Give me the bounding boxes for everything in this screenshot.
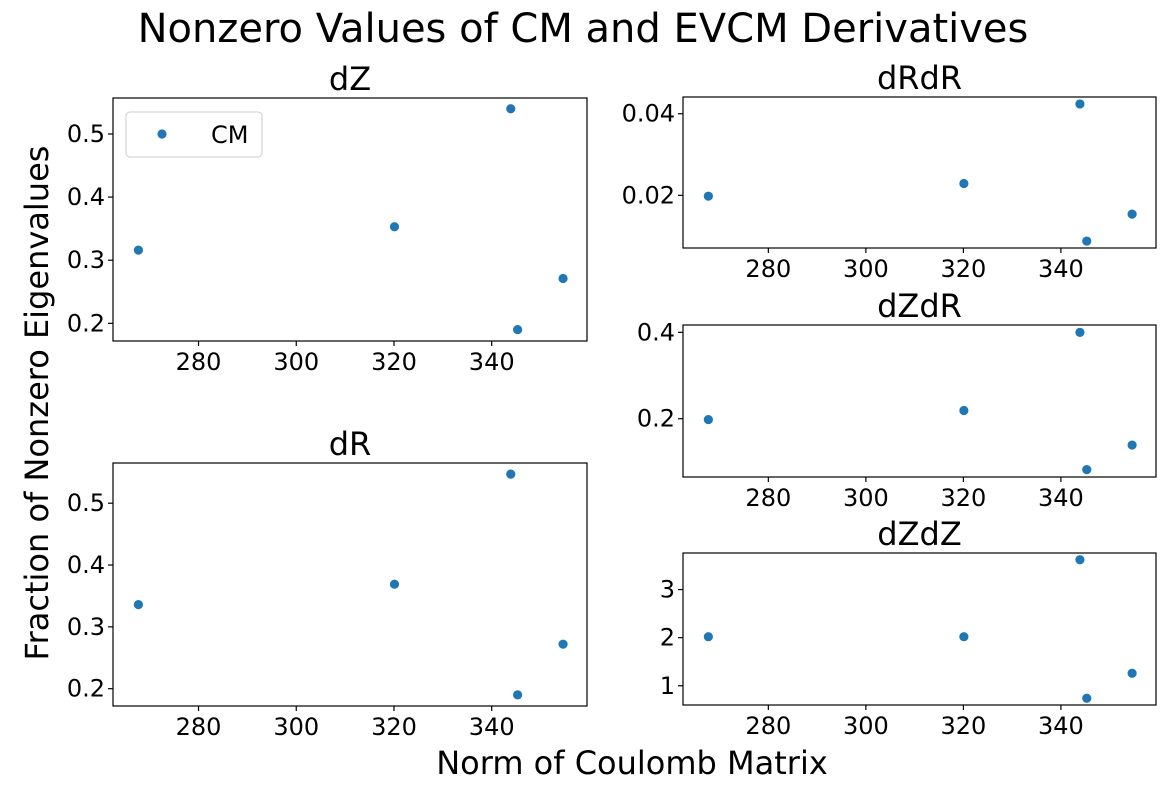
data-point — [703, 191, 713, 201]
x-tick-label: 280 — [176, 348, 222, 376]
x-tick-label: 300 — [843, 255, 889, 283]
y-tick-label: 0.2 — [637, 405, 675, 433]
panel-title: dZdR — [877, 287, 962, 325]
x-tick-label: 280 — [745, 484, 791, 512]
x-tick-label: 320 — [371, 348, 417, 376]
legend-marker — [157, 129, 167, 139]
data-point — [1082, 693, 1092, 703]
figure-title: Nonzero Values of CM and EVCM Derivative… — [138, 6, 1029, 52]
y-tick-label: 0.3 — [67, 246, 105, 274]
plot-frame — [682, 96, 1157, 249]
legend-label: CM — [211, 121, 248, 149]
panel-title: dR — [329, 425, 372, 463]
y-tick-label: 0.2 — [67, 675, 105, 703]
legend-box — [125, 111, 263, 158]
data-point — [513, 325, 523, 335]
plot-frame — [112, 97, 588, 342]
x-tick-label: 340 — [469, 713, 515, 741]
x-tick-label: 280 — [745, 255, 791, 283]
x-tick-label: 340 — [1038, 712, 1084, 740]
data-point — [703, 632, 713, 642]
x-tick-label: 320 — [371, 713, 417, 741]
data-point — [513, 690, 523, 700]
plot-frame — [682, 324, 1157, 478]
y-tick-label: 0.02 — [622, 181, 675, 209]
y-tick-label: 0.5 — [67, 120, 105, 148]
data-point — [959, 178, 969, 189]
panel-drdr: dRdR 280 300 320 340 0.02 0.04 — [622, 59, 1157, 283]
x-tick-label: 320 — [940, 484, 986, 512]
data-point — [1082, 465, 1092, 475]
data-point — [959, 405, 969, 416]
x-tick-label: 340 — [1038, 484, 1084, 512]
data-point — [133, 245, 144, 255]
y-tick-label: 2 — [660, 624, 675, 652]
data-point — [1075, 327, 1085, 337]
data-point — [389, 222, 400, 232]
x-tick-label: 300 — [843, 484, 889, 512]
y-tick-label: 0.4 — [637, 318, 675, 346]
y-tick-label: 0.5 — [67, 489, 105, 517]
data-point — [506, 104, 516, 114]
x-tick-label: 300 — [273, 348, 319, 376]
panel-title: dZdZ — [877, 515, 961, 553]
data-point — [1127, 440, 1137, 450]
panel-dr: dR 280 300 320 340 0.2 0.3 0.4 0.5 — [67, 425, 588, 741]
data-point — [1075, 99, 1085, 109]
panel-dzdr: dZdR 280 300 320 340 0.2 0.4 — [637, 287, 1157, 512]
x-tick-label: 340 — [469, 348, 515, 376]
data-point — [703, 414, 713, 425]
data-point — [1082, 236, 1092, 246]
data-point — [1127, 209, 1137, 219]
x-tick-label: 320 — [940, 712, 986, 740]
panel-title: dZ — [329, 60, 371, 98]
plot-frame — [112, 462, 588, 707]
data-point — [1075, 555, 1085, 565]
plot-frame — [682, 552, 1157, 706]
x-tick-label: 280 — [745, 712, 791, 740]
panel-dz: dZ 280 300 320 340 0.2 0.3 0.4 0.5 CM — [67, 60, 588, 376]
panel-title: dRdR — [877, 59, 962, 97]
x-tick-label: 300 — [843, 712, 889, 740]
x-axis-label: Norm of Coulomb Matrix — [436, 744, 828, 782]
data-point — [389, 579, 400, 589]
y-tick-label: 0.2 — [67, 309, 105, 337]
x-tick-label: 320 — [940, 255, 986, 283]
y-tick-label: 0.4 — [67, 183, 105, 211]
y-tick-label: 0.4 — [67, 551, 105, 579]
data-point — [558, 639, 568, 649]
x-tick-label: 340 — [1038, 255, 1084, 283]
data-point — [133, 599, 144, 610]
legend: CM — [125, 111, 263, 158]
data-point — [506, 469, 516, 479]
data-point — [1127, 668, 1137, 678]
y-axis-label: Fraction of Nonzero Eigenvalues — [18, 146, 56, 661]
x-tick-label: 300 — [273, 713, 319, 741]
data-point — [959, 632, 969, 642]
y-tick-label: 0.3 — [67, 613, 105, 641]
y-tick-label: 3 — [660, 576, 675, 604]
y-tick-label: 0.04 — [622, 100, 675, 128]
panel-dzdz: dZdZ 280 300 320 340 1 2 3 — [660, 515, 1157, 740]
x-tick-label: 280 — [176, 713, 222, 741]
y-tick-label: 1 — [660, 672, 675, 700]
data-point — [558, 273, 568, 284]
